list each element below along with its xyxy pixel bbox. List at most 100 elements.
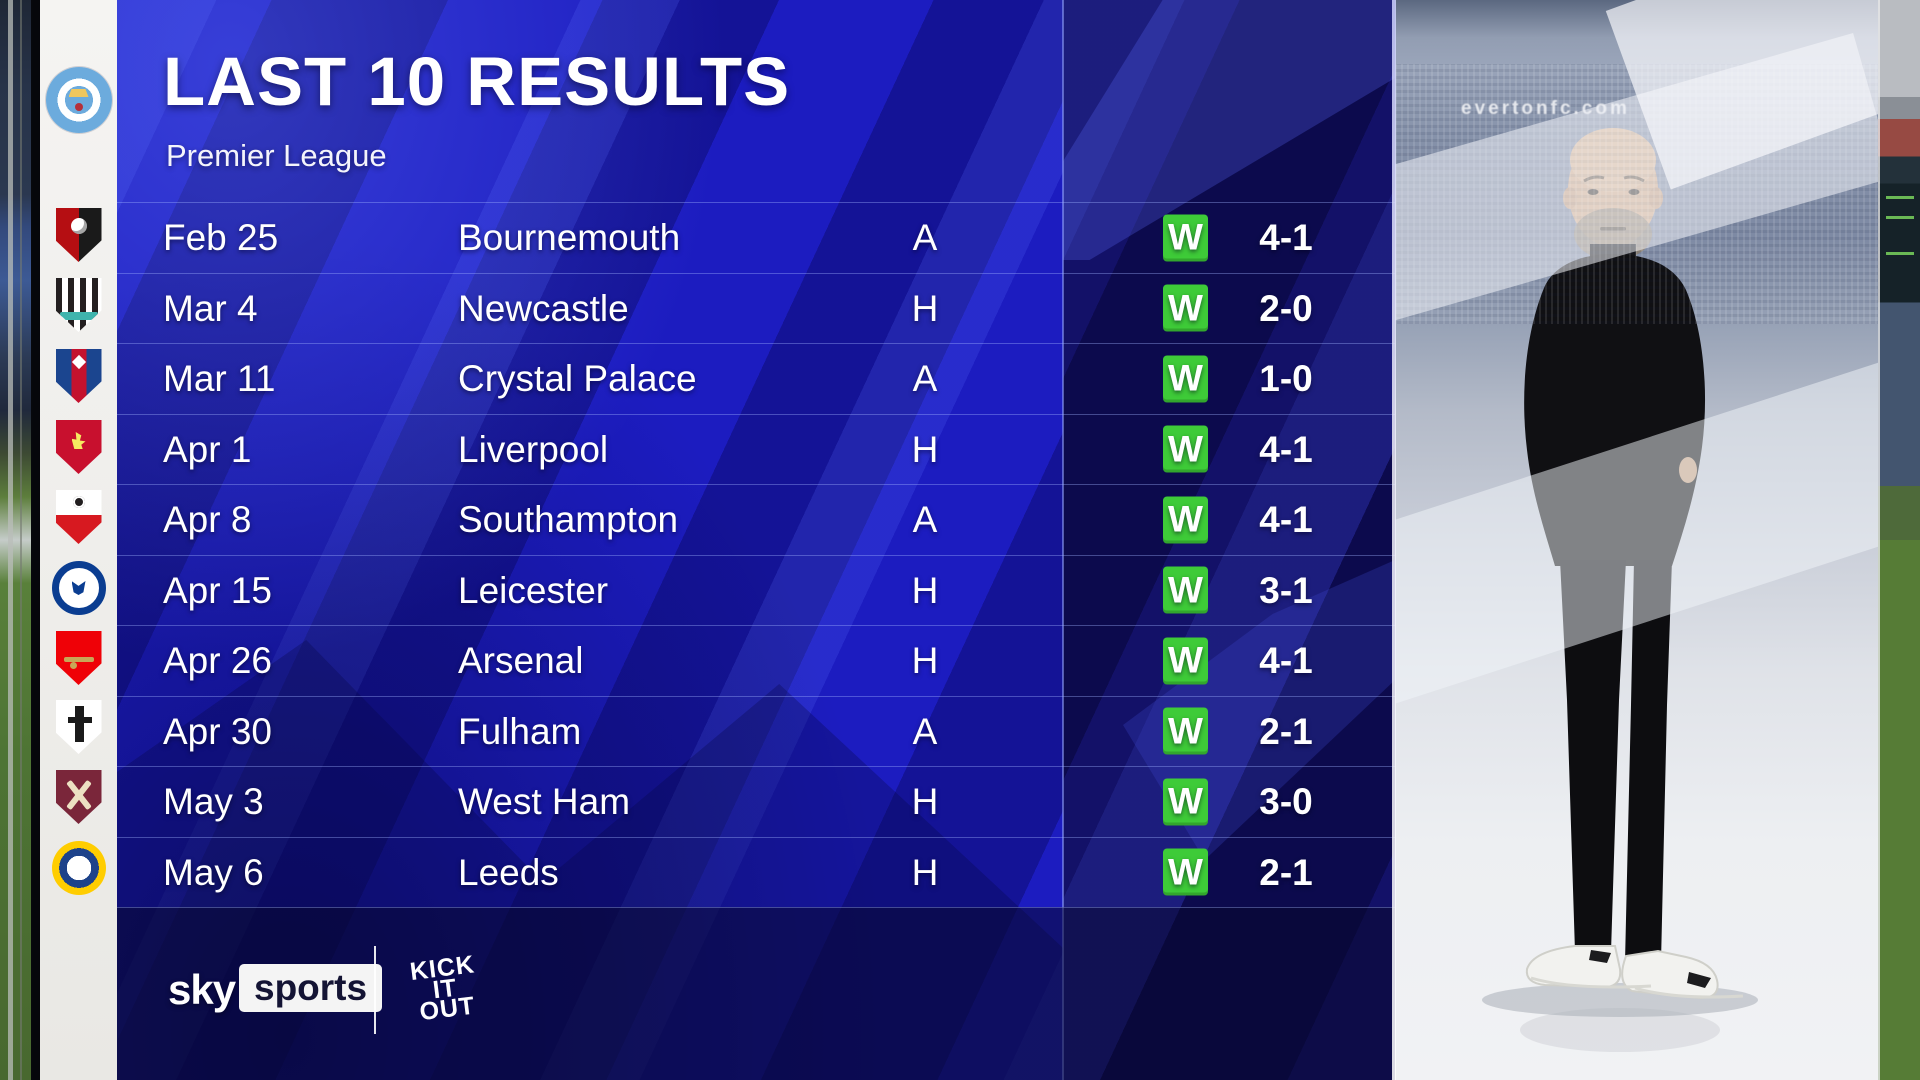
badge-fulham	[40, 699, 117, 755]
score-cell: 1-0	[1259, 358, 1313, 399]
page-subtitle: Premier League	[166, 138, 387, 173]
venue-cell: A	[912, 358, 938, 399]
page-title: LAST 10 RESULTS	[163, 43, 791, 120]
venue-cell: H	[911, 287, 939, 329]
score-cell: 2-0	[1259, 287, 1313, 329]
venue-cell: H	[911, 781, 939, 822]
win-badge: W	[1163, 355, 1208, 403]
score-cell: 2-1	[1259, 710, 1313, 752]
win-badge: W	[1163, 496, 1208, 544]
win-badge: W	[1163, 425, 1208, 473]
badge-rail	[40, 0, 117, 1080]
table-row: Apr 26 Arsenal H W 4-1	[117, 626, 1395, 697]
fulham-crest-icon	[55, 700, 102, 754]
bournemouth-crest-icon	[55, 208, 102, 262]
score-cell: 4-1	[1259, 640, 1313, 681]
arsenal-crest-icon	[55, 631, 102, 685]
logo-separator	[374, 946, 376, 1034]
diagonal-stripe-pattern	[117, 0, 1063, 1080]
opponent-cell: West Ham	[458, 781, 631, 822]
venue-cell: A	[912, 710, 938, 752]
date-cell: Apr 26	[163, 640, 273, 681]
opponent-cell: Crystal Palace	[458, 358, 697, 399]
win-badge: W	[1163, 566, 1208, 614]
win-badge: W	[1163, 214, 1208, 262]
badge-southampton	[40, 489, 117, 545]
southampton-crest-icon	[55, 490, 102, 544]
stadium-video-left-edge	[0, 0, 40, 1080]
table-row: Apr 15 Leicester H W 3-1	[117, 556, 1395, 626]
venue-cell: H	[911, 851, 939, 893]
badge-crystal-palace	[40, 348, 117, 404]
venue-cell: A	[912, 217, 938, 258]
manchester-city-crest-icon	[45, 67, 112, 133]
table-row: May 6 Leeds H W 2-1	[117, 838, 1395, 908]
date-cell: Mar 4	[163, 287, 258, 329]
table-row: May 3 West Ham H W 3-0	[117, 767, 1395, 838]
opponent-cell: Newcastle	[458, 287, 629, 329]
edge-line	[1878, 0, 1880, 1080]
win-badge: W	[1163, 707, 1208, 755]
club-badge-manchester-city	[40, 66, 117, 134]
main-blue-panel	[117, 0, 1063, 1080]
results-table: Feb 25 Bournemouth A W 4-1 Mar 4 Newcast…	[117, 202, 1395, 908]
venue-cell: H	[911, 428, 939, 470]
sky-sports-logo: sports	[239, 964, 383, 1012]
kick-it-out-line: OUT	[418, 991, 477, 1027]
badge-west-ham	[40, 769, 117, 825]
opponent-cell: Fulham	[458, 710, 582, 752]
table-row: Apr 8 Southampton A W 4-1	[117, 485, 1395, 556]
badge-newcastle	[40, 277, 117, 333]
score-cell: 3-1	[1259, 569, 1313, 611]
score-cell: 4-1	[1259, 499, 1313, 540]
column-divider-line	[1062, 0, 1064, 1080]
goal-post-shadow	[20, 0, 22, 1080]
date-cell: May 6	[163, 851, 264, 893]
score-column-panel	[1063, 0, 1395, 1080]
panel-edge-highlight	[1392, 0, 1396, 1080]
opponent-cell: Bournemouth	[458, 217, 681, 258]
table-row: Apr 1 Liverpool H W 4-1	[117, 415, 1395, 485]
scoreboard-text-blur	[1886, 196, 1914, 199]
goal-post	[8, 0, 13, 1080]
win-badge: W	[1163, 637, 1208, 685]
date-cell: Mar 11	[163, 358, 276, 399]
liverpool-crest-icon	[55, 420, 102, 474]
date-cell: Apr 1	[163, 428, 252, 470]
date-cell: Apr 15	[163, 569, 273, 611]
scoreboard-text-blur	[1886, 216, 1914, 219]
score-cell: 4-1	[1259, 217, 1313, 258]
venue-cell: H	[911, 640, 939, 681]
stadium-video-right-edge	[1878, 0, 1920, 1080]
opponent-cell: Southampton	[458, 499, 679, 540]
date-cell: Apr 30	[163, 710, 273, 752]
score-cell: 3-0	[1259, 781, 1313, 822]
opponent-cell: Arsenal	[458, 640, 584, 681]
video-edge-bar	[31, 0, 40, 1080]
opponent-cell: Leicester	[458, 569, 609, 611]
leicester-crest-icon	[51, 561, 106, 615]
venue-cell: A	[912, 499, 938, 540]
date-cell: Apr 8	[163, 499, 252, 540]
win-badge: W	[1163, 778, 1208, 826]
table-row: Mar 11 Crystal Palace A W 1-0	[117, 344, 1395, 415]
score-cell: 4-1	[1259, 428, 1313, 470]
table-row: Feb 25 Bournemouth A W 4-1	[117, 203, 1395, 274]
win-badge: W	[1163, 284, 1208, 332]
date-cell: Feb 25	[163, 217, 279, 258]
opponent-cell: Liverpool	[458, 428, 609, 470]
newcastle-crest-icon	[55, 278, 102, 332]
date-cell: May 3	[163, 781, 264, 822]
diagonal-stripe-pattern-right	[1063, 0, 1395, 1080]
opponent-cell: Leeds	[458, 851, 559, 893]
win-badge: W	[1163, 848, 1208, 896]
badge-liverpool	[40, 419, 117, 475]
badge-leicester	[40, 560, 117, 616]
score-cell: 2-1	[1259, 851, 1313, 893]
crystal-palace-crest-icon	[55, 349, 102, 403]
badge-arsenal	[40, 630, 117, 686]
leeds-crest-icon	[51, 841, 106, 895]
table-row: Apr 30 Fulham A W 2-1	[117, 697, 1395, 767]
sky-logo-text: sky	[168, 966, 236, 1013]
